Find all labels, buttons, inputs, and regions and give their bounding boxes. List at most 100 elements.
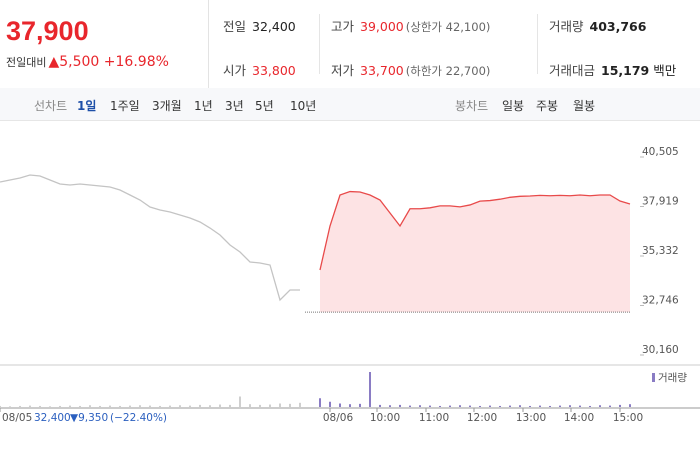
tab-group-label[interactable]: 봉차트 [455,99,489,113]
y-tick-label: 37,919 [642,195,679,207]
stat-label: 저가 [331,63,355,78]
tab[interactable]: 일봉 [502,99,525,113]
volume-bar [629,404,631,407]
volume-bar [259,404,261,407]
volume-bar [19,405,21,407]
y-tick-label: 35,332 [642,245,679,257]
tab[interactable]: 1일 [77,99,97,113]
volume-bar [159,405,161,407]
volume-bar [409,405,411,407]
volume-bar [199,404,201,407]
volume-bar [299,402,301,407]
volume-bar [469,405,471,407]
volume-bar [519,405,521,407]
volume-bar [389,405,391,407]
volume-bar [589,405,591,407]
tab[interactable]: 주봉 [536,99,559,113]
stat-cell: 시가 33,800 [223,60,296,79]
area-fill [320,191,630,313]
volume-bar [289,403,291,407]
stat-cell: 거래대금 15,179 백만 [549,60,676,79]
volume-bar [39,405,41,407]
stat-label: 시가 [223,63,247,78]
volume-bar [79,405,81,407]
x-tick-label: 08/06 [323,412,354,424]
footer-close: 32,400 [34,412,71,424]
volume-bar [209,405,211,407]
x-tick-label: 12:00 [467,412,497,424]
change-label: 전일대비 [6,56,47,69]
tab[interactable]: 1년 [194,99,213,113]
legend-label: 거래량 [658,372,687,384]
volume-bar [459,405,461,407]
volume-bar [139,405,141,407]
volume-bar [379,404,381,407]
x-tick-label: 13:00 [516,412,546,424]
tab-group-label[interactable]: 선차트 [34,99,68,113]
change: ▲5,500 [48,54,100,70]
volume-bar [109,405,111,407]
volume-bar [479,405,481,407]
tab[interactable]: 월봉 [573,99,596,113]
stat-label: 전일 [223,19,247,34]
volume-bar [29,405,31,407]
price-line [0,174,300,302]
volume-bar [369,372,371,407]
volume-bar [89,405,91,407]
stat-label: 고가 [331,19,355,34]
volume-bar [489,405,491,407]
stat-value: 39,000 [360,19,404,34]
stats: 전일 32,400 고가 39,000 (상한가 42,100) 거래량 403,766 시가… [208,0,700,88]
volume-bar [429,405,431,407]
tab[interactable]: 3년 [225,99,244,113]
footer-rate: (−22.40%) [110,412,167,424]
volume-bar [569,405,571,407]
stat-label: 거래대금 [549,63,596,78]
stat-note: (상한가 42,100) [405,20,491,34]
stat-value: 403,766 [589,19,647,34]
volume-bar [119,405,121,407]
volume-bar [509,405,511,407]
y-tick-label: 40,505 [642,146,679,158]
x-tick-label: 08/05 [2,412,32,424]
volume-bar [499,405,501,407]
x-tick-label: 11:00 [419,412,449,424]
volume-bar [269,404,271,407]
volume-bar [129,405,131,407]
change-row: 전일대비 ▲5,500 +16.98% [6,54,169,70]
tab[interactable]: 1주일 [110,99,140,113]
chart: 40,505 37,919 35,332 32,746 30,160 08/05 08/06… [0,120,700,424]
stat-note: (하한가 22,700) [405,64,491,78]
stat-cell: 거래량 403,766 [549,16,646,35]
volume-bar [619,404,621,407]
tab[interactable]: 3개월 [152,99,182,113]
volume-bar [419,405,421,407]
x-tick-label: 10:00 [370,412,400,424]
volume-bar [59,405,61,407]
tab[interactable]: 5년 [255,99,274,113]
footer-change: ▼9,350 [70,412,108,424]
stat-cell: 고가 39,000 (상한가 42,100) [331,16,490,35]
stat-cell: 전일 32,400 [223,16,296,35]
y-tick-label: 32,746 [642,295,679,307]
volume-bar [149,405,151,407]
volume-bar [599,405,601,407]
stat-value: 32,400 [252,19,296,34]
stat-label: 거래량 [549,19,584,34]
volume-bar [69,405,71,407]
tab[interactable]: 10년 [290,99,317,113]
volume-bar [559,405,561,407]
volume-bar [9,406,11,407]
volume-bar [279,403,281,407]
volume-bar [399,404,401,407]
volume-bar [339,403,341,407]
separator [319,14,320,74]
separator [537,14,538,74]
stat-value: 15,179 [601,63,650,78]
stat-value: 33,700 [360,63,404,78]
legend-swatch [652,373,655,382]
period-tabs: 선차트 1일 1주일 3개월 1년 3년 5년 10년 봉차트 일봉 주봉 월봉 [0,88,700,121]
volume-bar [579,405,581,407]
x-tick-label: 14:00 [564,412,594,424]
current-price: 37,900 [6,16,89,46]
